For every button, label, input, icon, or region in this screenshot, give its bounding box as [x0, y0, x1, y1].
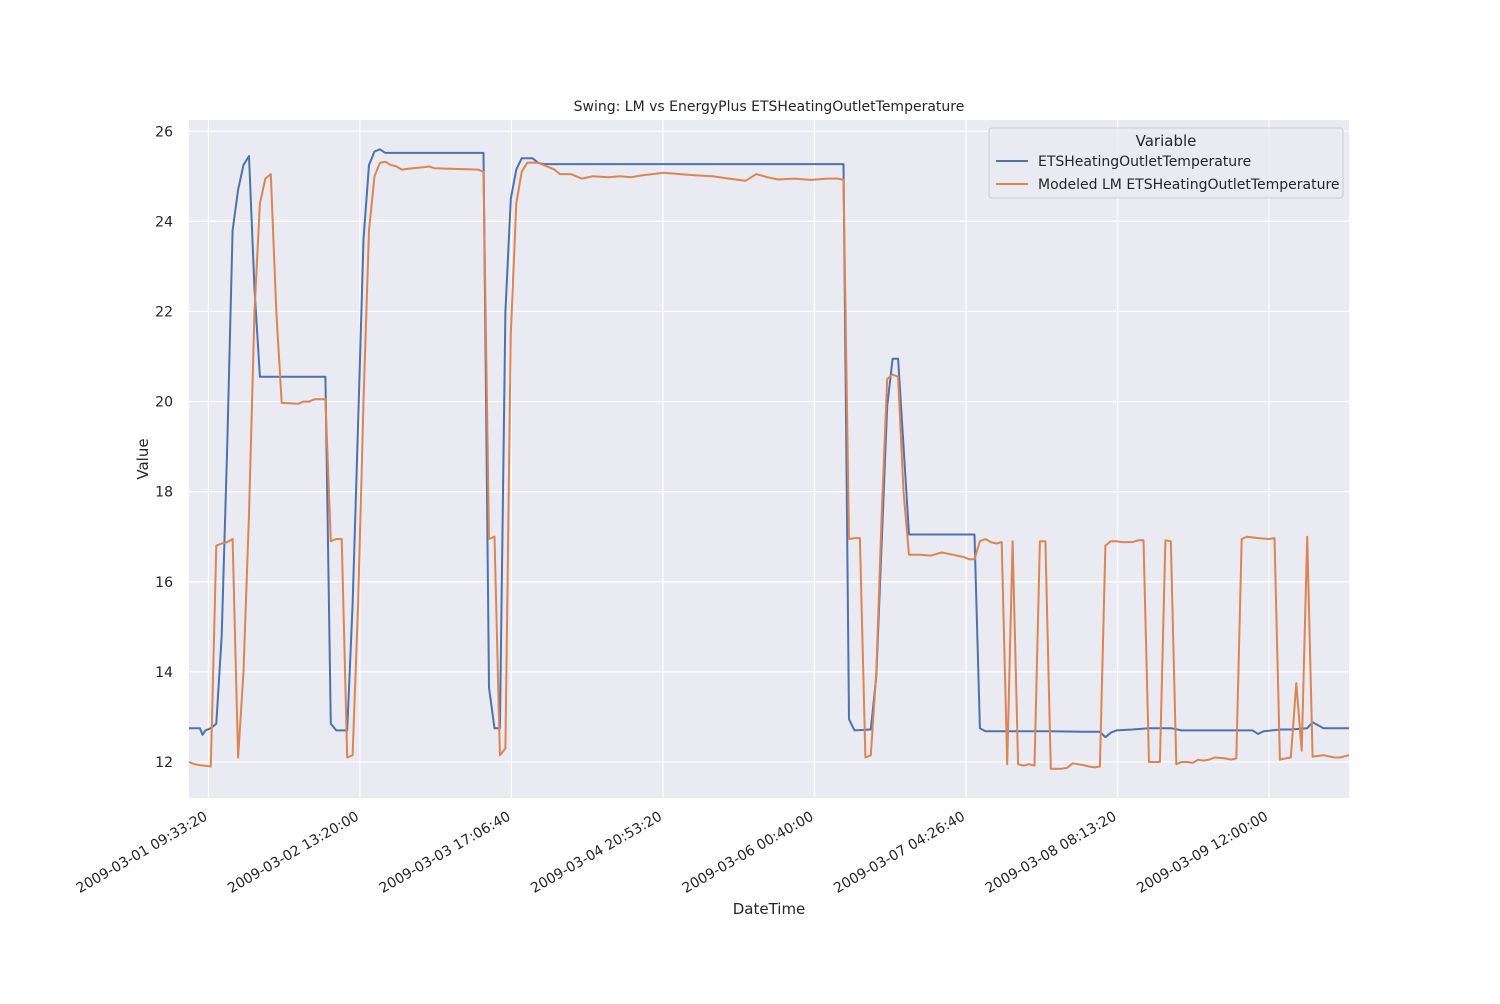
- y-tick-label: 18: [155, 485, 173, 501]
- y-tick-label: 20: [155, 395, 173, 411]
- y-tick-label: 22: [155, 304, 173, 320]
- y-tick-label: 24: [155, 214, 173, 230]
- y-axis-label: Value: [134, 438, 152, 479]
- chart-title: Swing: LM vs EnergyPlus ETSHeatingOutlet…: [574, 99, 965, 115]
- y-tick-label: 26: [155, 124, 173, 140]
- plot-area: [189, 120, 1349, 798]
- legend-label-ets: ETSHeatingOutletTemperature: [1038, 154, 1251, 170]
- x-axis-label: DateTime: [733, 900, 806, 918]
- legend-label-modeled: Modeled LM ETSHeatingOutletTemperature: [1038, 177, 1340, 193]
- y-axis-ticks: 12 14 16 18 20 22 24 26: [155, 124, 173, 771]
- y-tick-label: 16: [155, 575, 173, 591]
- y-tick-label: 12: [155, 755, 173, 771]
- series-lines: [188, 148, 1350, 770]
- series-line-modeled: [188, 160, 1350, 770]
- legend-title: Variable: [1136, 132, 1197, 150]
- legend: Variable ETSHeatingOutletTemperature Mod…: [988, 127, 1344, 199]
- y-tick-label: 14: [155, 665, 173, 681]
- legend-box: [988, 127, 1344, 199]
